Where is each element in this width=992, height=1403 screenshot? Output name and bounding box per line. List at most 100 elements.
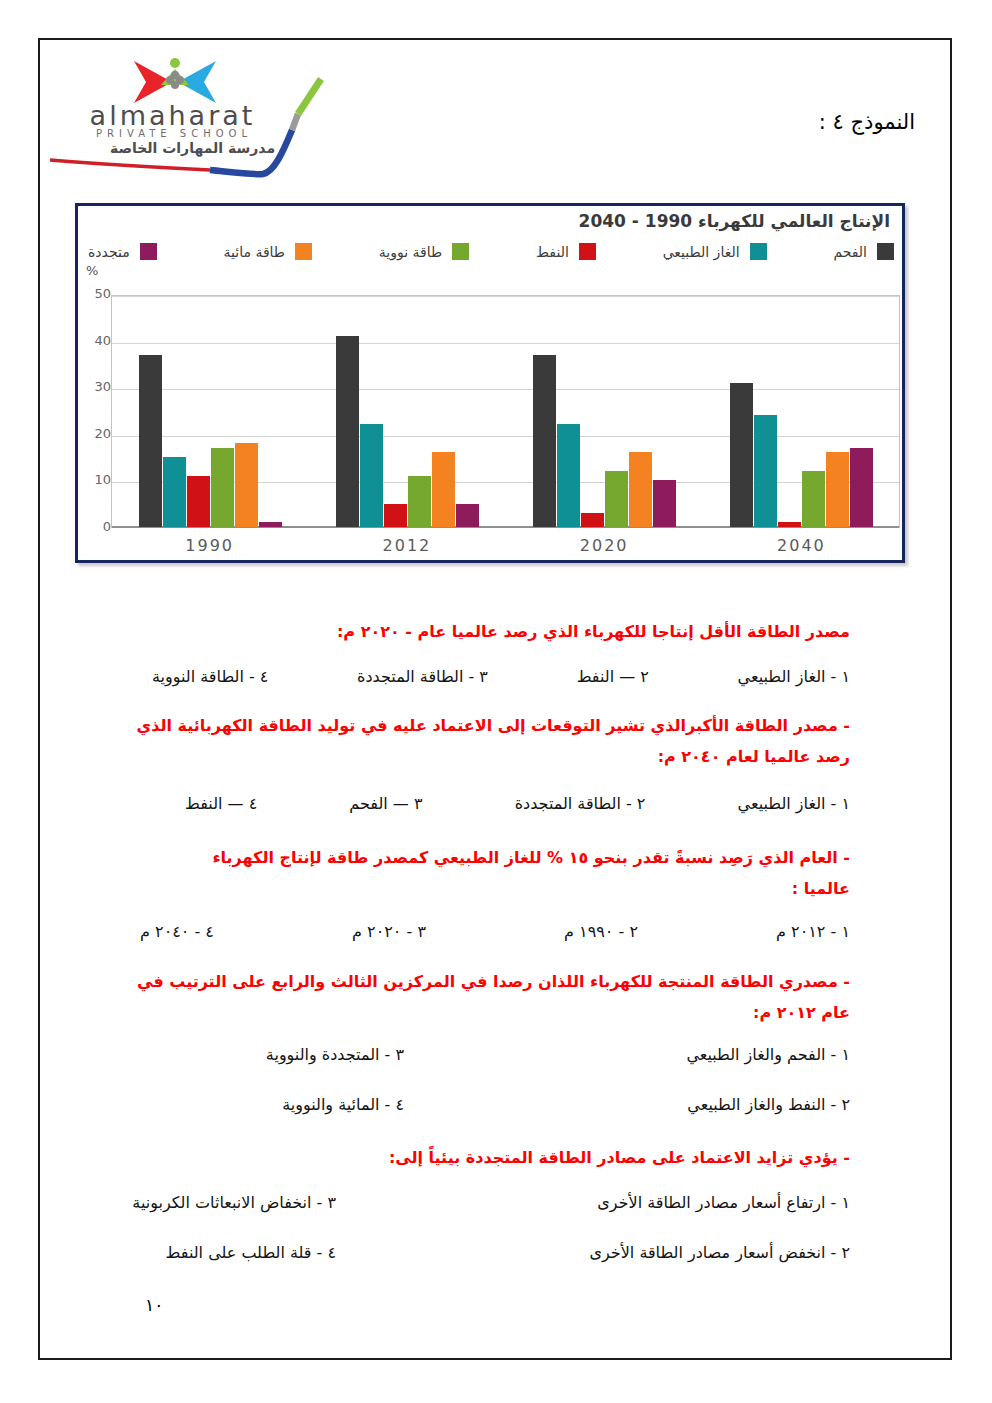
option: ٣ — الفحم (349, 791, 422, 817)
bar (802, 471, 825, 527)
legend-item: الفحم (833, 243, 894, 260)
bar (139, 355, 162, 527)
bar (629, 452, 652, 527)
logo-name: almaharat (60, 102, 285, 129)
option: ١ - ارتفاع أسعار مصادر الطاقة الأخرى (597, 1193, 850, 1212)
bar (730, 383, 753, 527)
option: ٣ - ٢٠٢٠ م (352, 919, 426, 945)
option: ١ - الغاز الطبيعي (738, 791, 850, 817)
gridline (112, 296, 899, 297)
legend-item: طاقة مائية (224, 243, 312, 260)
bar (850, 448, 873, 527)
legend-label: الغاز الطبيعي (663, 244, 740, 260)
school-logo: almaharat PRIVATE SCHOOL مدرسة المهارات … (50, 52, 350, 192)
options-pair-row: ١ - الفحم والغاز الطبيعي ٣ - المتجددة وال… (100, 1042, 850, 1068)
question-3: - العام الذي رَصِد نسبةً تقدر بنحو ١٥ % … (100, 842, 850, 904)
legend-swatch (452, 243, 469, 260)
page-border: almaharat PRIVATE SCHOOL مدرسة المهارات … (38, 38, 952, 1360)
y-tick-label: 20 (87, 426, 111, 441)
bar (163, 457, 186, 527)
legend-item: النفط (536, 243, 596, 260)
option: ٢ - النفط والغاز الطبيعي (687, 1095, 850, 1114)
question-1: مصدر الطاقة الأقل إنتاجا للكهرباء الذي ر… (100, 616, 850, 647)
plot-area (111, 295, 900, 528)
x-tick-label: 1990 (111, 536, 308, 555)
electricity-production-chart: الإنتاج العالمي للكهرباء 1990 - 2040 الف… (75, 203, 905, 563)
question-heading: - العام الذي رَصِد نسبةً تقدر بنحو ١٥ % … (100, 842, 850, 904)
legend-swatch (877, 243, 894, 260)
y-tick-label: 50 (87, 286, 111, 301)
options-pair-row: ٢ - النفط والغاز الطبيعي٤ - المائية والن… (100, 1092, 850, 1118)
option: ١ - الغاز الطبيعي (738, 664, 850, 690)
legend-label: طاقة مائية (224, 244, 285, 260)
legend-item: الغاز الطبيعي (663, 243, 767, 260)
options-row: ١ - ٢٠١٢ م ٢ - ١٩٩٠ م ٣ - ٢٠٢٠ م ٤ - ٢٠٤٠ م (100, 919, 850, 945)
bar (211, 448, 234, 527)
options-pair-row: ١ - ارتفاع أسعار مصادر الطاقة الأخرى ٣ - … (100, 1190, 850, 1216)
x-tick-label: 2012 (308, 536, 505, 555)
bar (557, 424, 580, 527)
option: ٢ — النفط (577, 664, 649, 690)
page-number: ١٠ (145, 1295, 163, 1315)
option: ١ - الفحم والغاز الطبيعي (686, 1045, 850, 1064)
legend-swatch (750, 243, 767, 260)
option: ٤ - ٢٠٤٠ م (140, 919, 214, 945)
legend-label: النفط (536, 244, 569, 260)
option: ٢ - الطاقة المتجددة (515, 791, 646, 817)
bar (432, 452, 455, 527)
option: ٤ — النفط (185, 791, 257, 817)
bar (653, 480, 676, 527)
bar (605, 471, 628, 527)
bar-group-2040 (704, 383, 901, 527)
options-row: ١ - الغاز الطبيعي ٢ — النفط ٣ - الطاقة الم… (100, 664, 850, 690)
chart-title: الإنتاج العالمي للكهرباء 1990 - 2040 (579, 211, 890, 231)
y-tick-label: 10 (87, 472, 111, 487)
y-axis-unit: % (86, 263, 98, 278)
option: ٣ - انخفاض الانبعاثات الكربونية (132, 1190, 336, 1216)
y-tick-label: 40 (87, 333, 111, 348)
option: ١ - ٢٠١٢ م (776, 919, 850, 945)
option: ٢ - انخفض أسعار مصادر الطاقة الأخرى (589, 1243, 850, 1262)
options-row: ١ - الغاز الطبيعي ٢ - الطاقة المتجددة ٣ — … (100, 791, 850, 817)
option: ٤ - قلة الطلب على النفط (166, 1240, 336, 1266)
bar (360, 424, 383, 527)
y-tick-label: 0 (87, 519, 111, 534)
bar (533, 355, 556, 527)
logo-subtitle: PRIVATE SCHOOL (60, 129, 288, 139)
bar (187, 476, 210, 527)
question-5: - يؤدي تزايد الاعتماد على مصادر الطاقة ا… (100, 1142, 850, 1173)
legend-item: طاقة نووية (379, 243, 469, 260)
option: ٤ - الطاقة النووية (152, 664, 268, 690)
option: ٣ - الطاقة المتجددة (357, 664, 488, 690)
bar (235, 443, 258, 527)
legend-swatch (579, 243, 596, 260)
bar (754, 415, 777, 527)
bar (336, 336, 359, 527)
bar (778, 522, 801, 527)
pinwheel-icon (134, 58, 216, 103)
bar (456, 504, 479, 527)
legend-label: طاقة نووية (379, 244, 442, 260)
bar-group-2020 (507, 355, 704, 527)
questions-section: مصدر الطاقة الأقل إنتاجا للكهرباء الذي ر… (100, 616, 850, 1316)
option: ٣ - المتجددة والنووية (266, 1042, 404, 1068)
legend-item: متجددة (88, 243, 157, 260)
x-tick-label: 2020 (506, 536, 703, 555)
legend-swatch (295, 243, 312, 260)
chart-legend: الفحم الغاز الطبيعي النفط طاقة نووية طاقة ما… (88, 243, 894, 260)
question-2: - مصدر الطاقة الأكبرالذي تشير التوقعات إ… (100, 710, 850, 772)
question-heading: - مصدر الطاقة الأكبرالذي تشير التوقعات إ… (100, 710, 850, 772)
question-heading: مصدر الطاقة الأقل إنتاجا للكهرباء الذي ر… (100, 616, 850, 647)
bar (581, 513, 604, 527)
bar-group-2012 (309, 336, 506, 527)
question-4: - مصدري الطاقة المنتجة للكهرباء اللذان ر… (100, 966, 850, 1028)
bar (259, 522, 282, 527)
question-heading: - يؤدي تزايد الاعتماد على مصادر الطاقة ا… (100, 1142, 850, 1173)
bar (384, 504, 407, 527)
legend-swatch (140, 243, 157, 260)
legend-label: متجددة (88, 244, 130, 260)
bar (408, 476, 431, 527)
y-tick-label: 30 (87, 379, 111, 394)
options-pair-row: ٢ - انخفض أسعار مصادر الطاقة الأخرى ٤ - ق… (100, 1240, 850, 1266)
option: ٢ - ١٩٩٠ م (564, 919, 638, 945)
